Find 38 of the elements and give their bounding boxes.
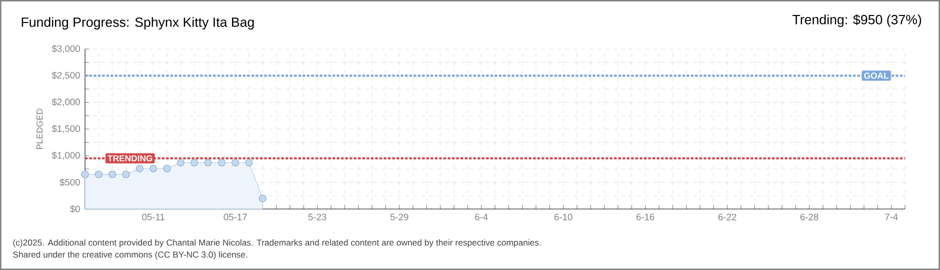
point (218, 158, 226, 166)
point (232, 158, 240, 166)
text: Shared under the creative commons (CC BY-NC 3.0) license. (13, 251, 248, 260)
y-tick-label: $2,000 (52, 98, 80, 106)
y-tick-label: $0 (70, 205, 80, 213)
x-tick-label: 05-17 (224, 214, 247, 220)
y-tick-label: $1,000 (52, 152, 80, 160)
point (81, 170, 89, 178)
y-tick-label: $500 (60, 178, 80, 186)
y-tick-label: $1,500 (52, 124, 80, 134)
x-tick-label: 6-10 (554, 214, 572, 220)
x-tick-label: 5-29 (390, 214, 408, 220)
x-tick-label: 5-23 (308, 214, 326, 220)
text: (c)2025. Additional content provided by Chantal Marie Nicolas. Trademarks and related content are owned by their respective companies. (13, 239, 541, 248)
point (163, 164, 171, 172)
point (245, 158, 253, 166)
x-tick-label: 6-22 (718, 214, 736, 220)
point (94, 170, 102, 178)
ref-line-label: GOAL (864, 72, 889, 79)
y-tick-label: $2,500 (52, 72, 80, 80)
x-tick-label: 7-4 (885, 214, 898, 220)
x-tick-label: 05-11 (142, 214, 164, 220)
chart-subtitle: Trending: $950 (37%) (792, 14, 922, 27)
y-axis-title: PLEDGED (36, 108, 43, 149)
ref-line-label: TRENDING (108, 155, 152, 162)
x-tick-label: 6-28 (800, 214, 818, 220)
point (204, 158, 212, 166)
y-tick-label: $3,000 (52, 44, 80, 54)
point (122, 170, 130, 178)
point (190, 158, 198, 166)
point (108, 170, 116, 178)
chart-title: Funding Progress: Sphynx Kitty Ita Bag (22, 17, 254, 30)
point (176, 158, 184, 166)
point (258, 194, 266, 202)
point (136, 164, 144, 172)
point (150, 164, 158, 172)
x-tick-label: 6-4 (475, 214, 488, 220)
x-tick-label: 6-16 (636, 214, 654, 220)
